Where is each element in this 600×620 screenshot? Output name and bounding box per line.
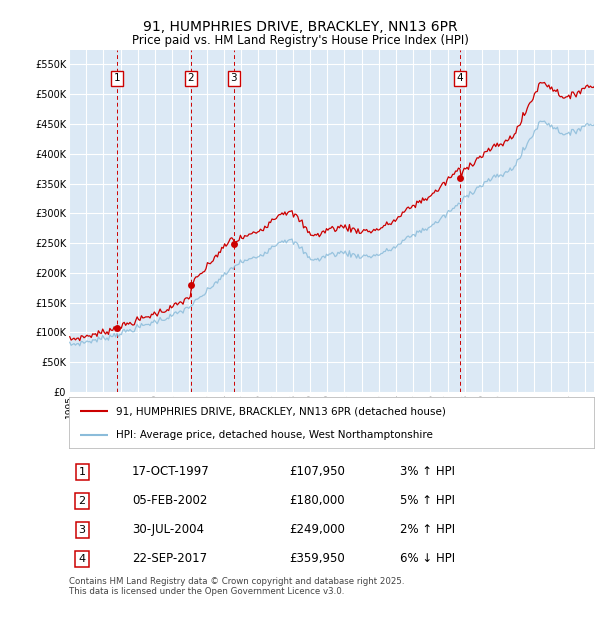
Text: 2: 2	[188, 73, 194, 83]
Text: 17-OCT-1997: 17-OCT-1997	[132, 466, 210, 479]
Text: 3% ↑ HPI: 3% ↑ HPI	[400, 466, 455, 479]
Text: 2: 2	[79, 496, 86, 506]
Text: 4: 4	[457, 73, 463, 83]
Text: 91, HUMPHRIES DRIVE, BRACKLEY, NN13 6PR: 91, HUMPHRIES DRIVE, BRACKLEY, NN13 6PR	[143, 20, 457, 34]
Text: 3: 3	[79, 525, 86, 535]
Text: 3: 3	[230, 73, 237, 83]
Text: 1: 1	[79, 467, 86, 477]
Text: £249,000: £249,000	[290, 523, 346, 536]
Text: 22-SEP-2017: 22-SEP-2017	[132, 552, 207, 565]
Text: £180,000: £180,000	[290, 495, 345, 507]
Text: £107,950: £107,950	[290, 466, 346, 479]
Text: 4: 4	[79, 554, 86, 564]
Text: Price paid vs. HM Land Registry's House Price Index (HPI): Price paid vs. HM Land Registry's House …	[131, 34, 469, 47]
Text: 91, HUMPHRIES DRIVE, BRACKLEY, NN13 6PR (detached house): 91, HUMPHRIES DRIVE, BRACKLEY, NN13 6PR …	[116, 406, 446, 416]
Text: HPI: Average price, detached house, West Northamptonshire: HPI: Average price, detached house, West…	[116, 430, 433, 440]
Text: 1: 1	[114, 73, 121, 83]
Text: Contains HM Land Registry data © Crown copyright and database right 2025.
This d: Contains HM Land Registry data © Crown c…	[69, 577, 404, 596]
Text: 2% ↑ HPI: 2% ↑ HPI	[400, 523, 455, 536]
Text: 05-FEB-2002: 05-FEB-2002	[132, 495, 208, 507]
Text: 30-JUL-2004: 30-JUL-2004	[132, 523, 204, 536]
Text: £359,950: £359,950	[290, 552, 345, 565]
Text: 6% ↓ HPI: 6% ↓ HPI	[400, 552, 455, 565]
Text: 5% ↑ HPI: 5% ↑ HPI	[400, 495, 455, 507]
